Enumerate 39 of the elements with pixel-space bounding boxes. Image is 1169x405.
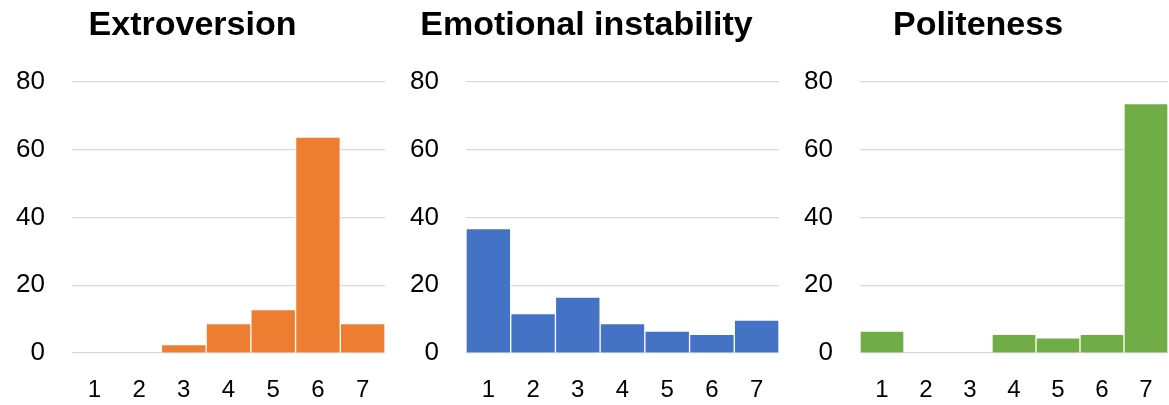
x-tick-label: 2 (526, 375, 540, 403)
y-tick-label: 80 (410, 64, 439, 95)
x-tick-label: 3 (177, 375, 191, 403)
y-tick-label: 80 (16, 64, 45, 95)
x-tick-label: 3 (963, 375, 977, 403)
y-tick-label: 60 (410, 132, 439, 163)
x-tick-label: 7 (749, 375, 764, 403)
y-tick-label: 20 (804, 268, 833, 299)
x-tick-label: 2 (132, 375, 146, 403)
y-tick-label: 40 (410, 200, 439, 231)
chart-title: Politeness (892, 3, 1064, 42)
x-tick-label: 4 (1007, 375, 1021, 403)
y-tick-label: 0 (424, 336, 439, 367)
y-tick-label: 20 (410, 268, 439, 299)
x-tick-label: 7 (1139, 375, 1153, 403)
y-tick-label: 0 (30, 336, 45, 367)
x-tick-label: 6 (705, 375, 719, 403)
x-tick-label: 7 (355, 375, 370, 403)
x-tick-label: 2 (919, 375, 933, 403)
chart-title: Extroversion (88, 3, 297, 42)
y-tick-label: 40 (804, 200, 833, 231)
x-tick-label: 5 (266, 375, 280, 403)
y-tick-label: 0 (818, 336, 833, 367)
x-tick-label: 4 (221, 375, 236, 403)
chart-title: Emotional instability (420, 3, 753, 42)
x-tick-label: 1 (87, 375, 102, 403)
y-tick-label: 60 (804, 132, 833, 163)
y-tick-label: 80 (804, 64, 833, 95)
y-tick-label: 20 (16, 268, 45, 299)
x-tick-label: 3 (571, 375, 585, 403)
x-tick-label: 1 (875, 375, 889, 403)
x-tick-label: 1 (481, 375, 496, 403)
y-tick-label: 40 (16, 200, 45, 231)
x-tick-label: 5 (1051, 375, 1065, 403)
x-tick-label: 6 (311, 375, 325, 403)
x-tick-label: 4 (615, 375, 630, 403)
y-tick-label: 60 (16, 132, 45, 163)
x-tick-label: 6 (1095, 375, 1109, 403)
x-tick-label: 5 (660, 375, 674, 403)
